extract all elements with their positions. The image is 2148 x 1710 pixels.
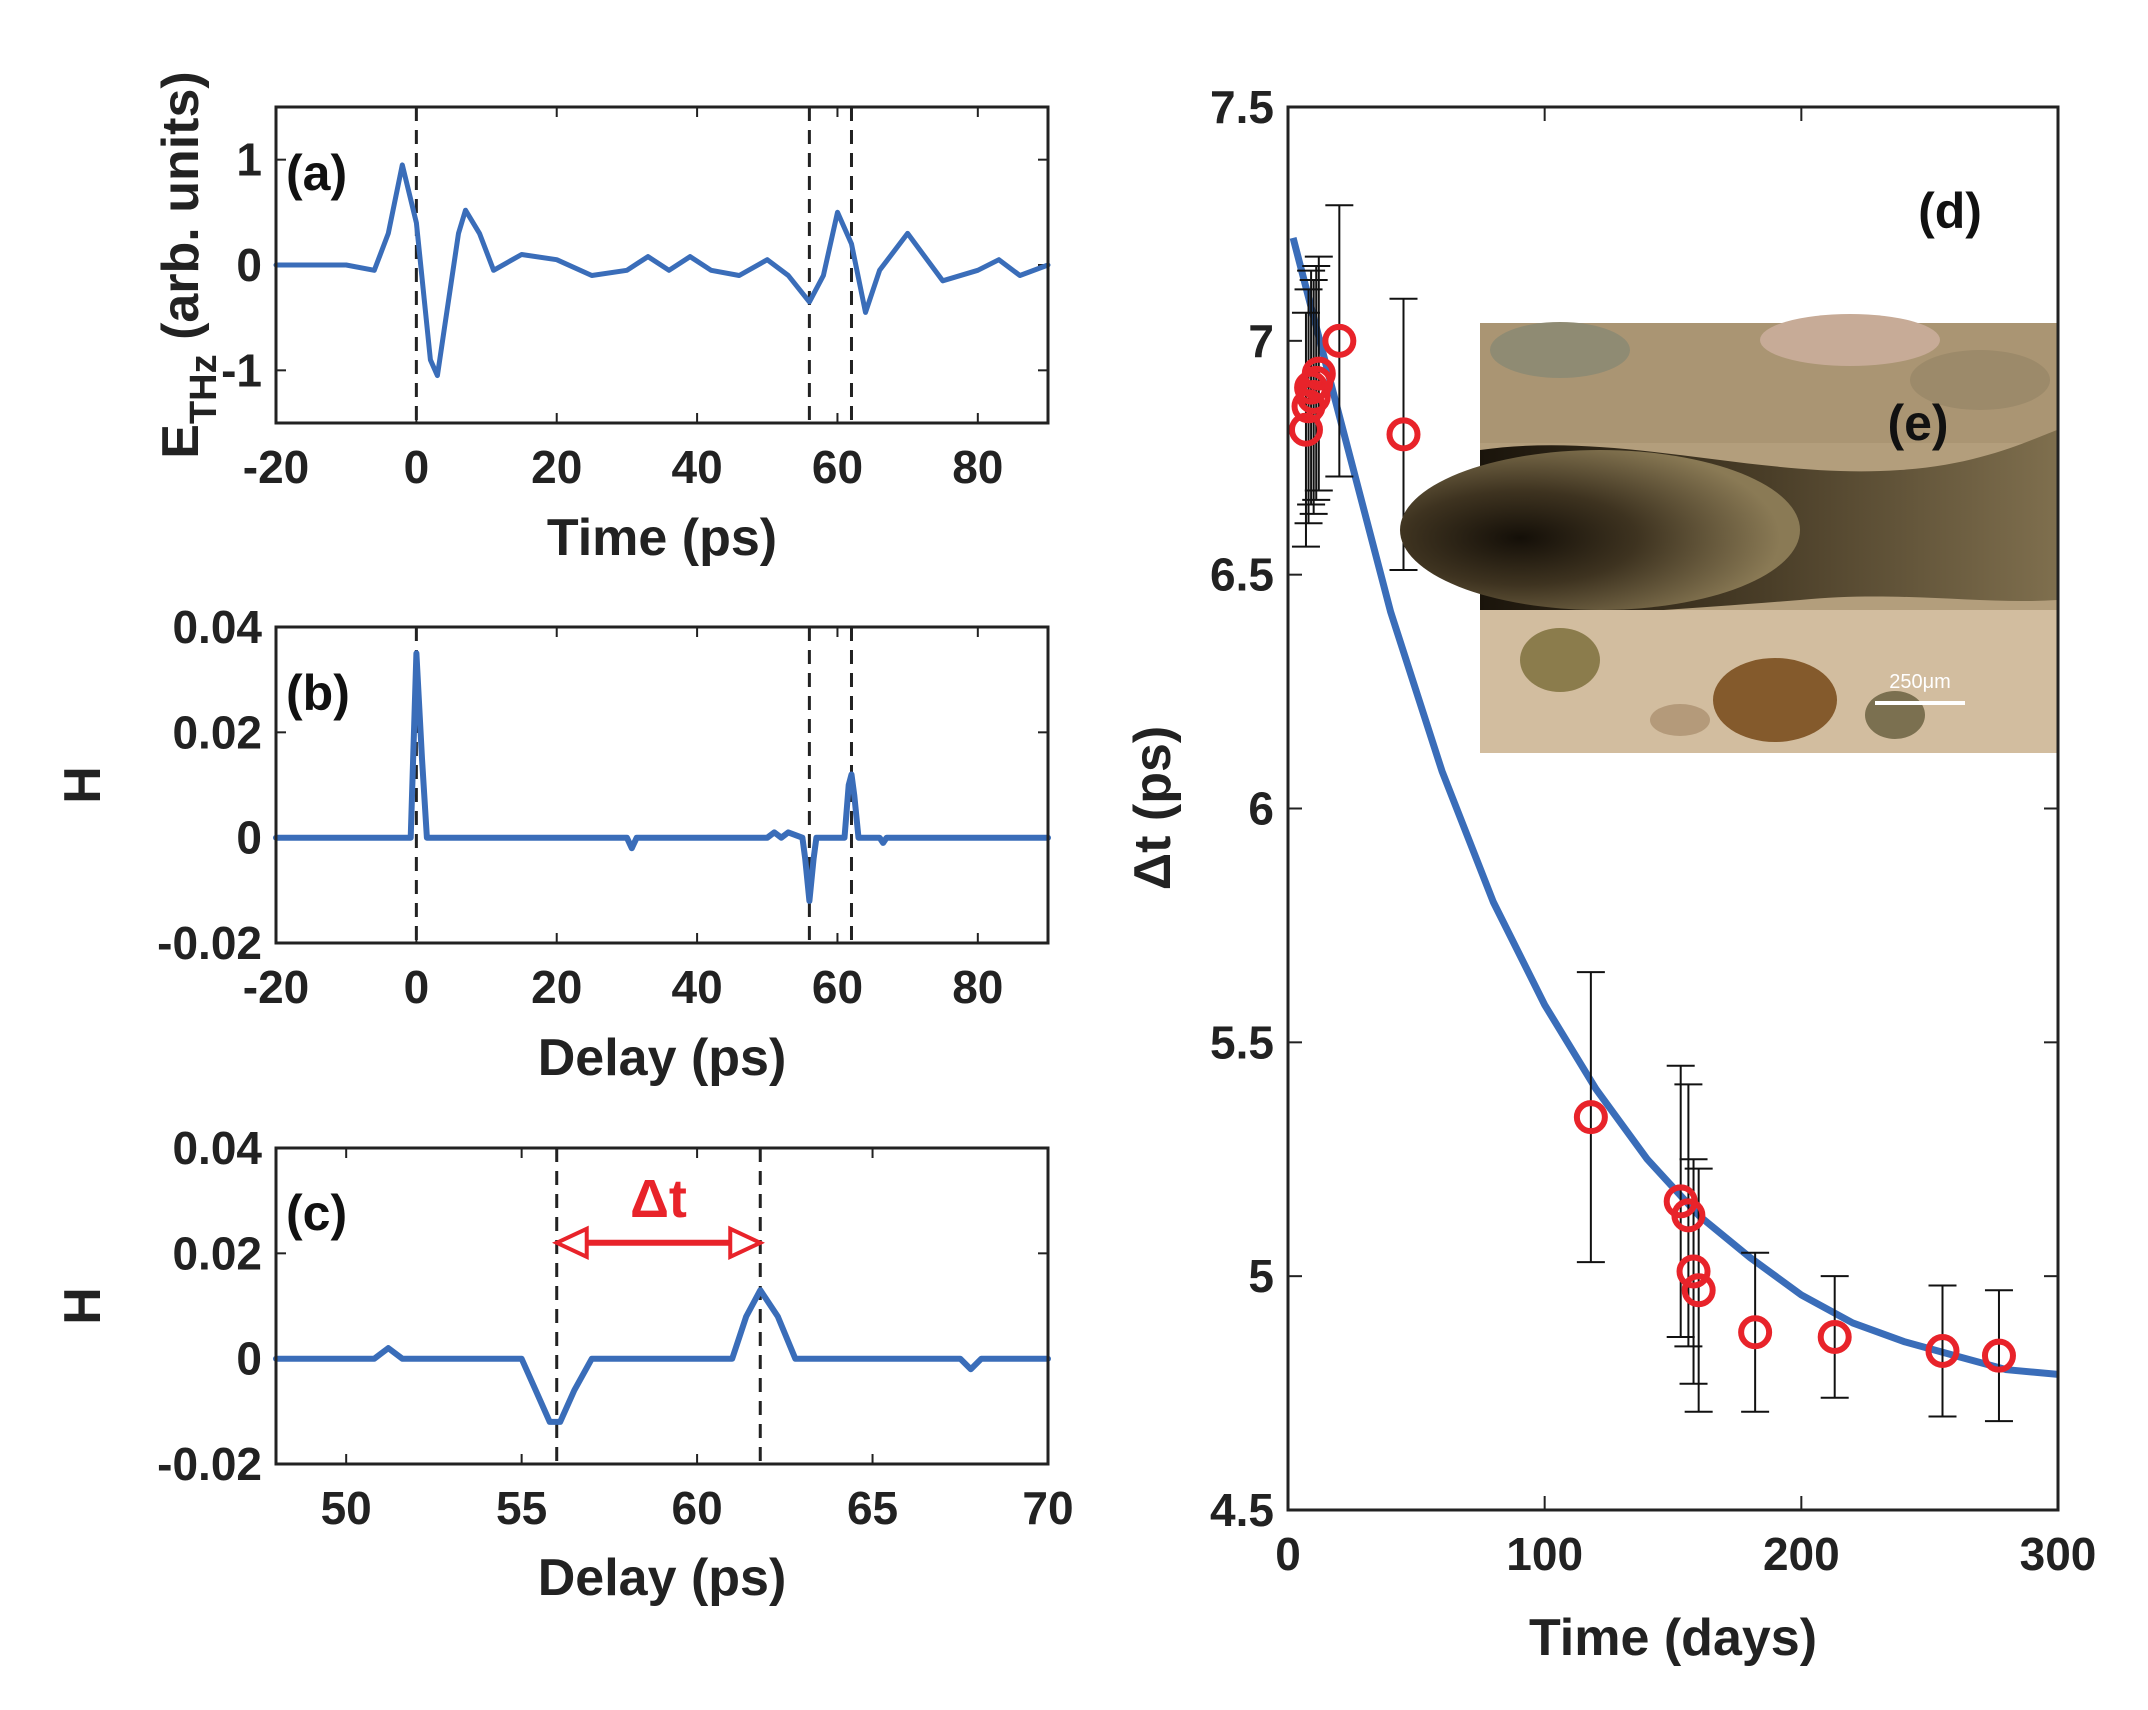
y-tick-label: 6 xyxy=(1248,783,1274,835)
inset-photo-grain xyxy=(1520,628,1600,692)
y-tick-label: 0 xyxy=(236,812,262,864)
x-tick-label: 300 xyxy=(2020,1528,2097,1580)
x-tick-label: 0 xyxy=(404,441,430,493)
inset-photo: 250μm (e) xyxy=(1400,314,2057,753)
data-point xyxy=(1288,412,1323,447)
y-tick-label: 0.02 xyxy=(172,706,262,758)
panel-a-label: (a) xyxy=(286,145,347,201)
inset-photo-grain xyxy=(1650,704,1710,736)
y-tick-label: 6.5 xyxy=(1210,549,1274,601)
y-tick-label: 7.5 xyxy=(1210,81,1274,133)
y-tick-label: 0.04 xyxy=(172,1122,262,1174)
delta-t-arrow-head-left xyxy=(551,1225,589,1260)
x-tick-label: 50 xyxy=(321,1482,372,1534)
panel-b: -20 0 20 40 60 80 -0.02 0 0.02 0.04 (b) Delay (ps… xyxy=(54,601,1051,1087)
panel-c-ylabel: H xyxy=(54,1287,112,1325)
data-point xyxy=(1573,1100,1608,1135)
x-tick-label: 20 xyxy=(531,441,582,493)
panel-b-label: (b) xyxy=(286,665,350,721)
y-tick-label: -0.02 xyxy=(157,1438,262,1490)
data-point xyxy=(1322,323,1357,358)
panel-d-label: (d) xyxy=(1918,183,1982,239)
panel-c-label: (c) xyxy=(286,1185,347,1241)
y-tick-label: 5 xyxy=(1248,1250,1274,1302)
y-tick-label: -0.02 xyxy=(157,917,262,969)
series-line xyxy=(273,650,1051,904)
y-tick-label: 0.02 xyxy=(172,1227,262,1279)
panel-c-xlabel: Delay (ps) xyxy=(538,1549,787,1607)
y-tick-label: -1 xyxy=(221,344,262,396)
x-tick-label: 20 xyxy=(531,961,582,1013)
y-tick-label: 5.5 xyxy=(1210,1016,1274,1068)
x-tick-label: 200 xyxy=(1763,1528,1840,1580)
data-point xyxy=(1671,1198,1706,1233)
panel-a-ylabel: ETHz (arb. units) xyxy=(152,71,225,458)
panel-c-frame xyxy=(274,1146,1050,1466)
inset-photo-stone xyxy=(1490,322,1630,378)
panel-d-xlabel: Time (days) xyxy=(1529,1609,1817,1667)
y-tick-label: 0.04 xyxy=(172,601,262,653)
data-point xyxy=(1296,379,1331,414)
x-tick-label: 60 xyxy=(812,441,863,493)
inset-scalebar-label: 250μm xyxy=(1889,671,1951,693)
panel-c: 50 55 60 65 70 -0.02 0 0.02 0.04 Δt (c) Delay (ps… xyxy=(54,1122,1074,1607)
x-tick-label: 65 xyxy=(847,1482,898,1534)
series-line xyxy=(273,1287,1051,1425)
panel-b-frame xyxy=(274,625,1050,945)
inset-photo-stone xyxy=(1760,314,1940,366)
panel-a-xlabel: Time (ps) xyxy=(547,509,777,567)
x-tick-label: 0 xyxy=(1275,1528,1301,1580)
y-tick-label: 1 xyxy=(236,134,262,186)
x-tick-label: -20 xyxy=(243,961,309,1013)
panel-a-frame xyxy=(274,105,1050,425)
inset-photo-grain xyxy=(1713,658,1837,742)
x-tick-label: 0 xyxy=(404,961,430,1013)
x-tick-label: 55 xyxy=(496,1482,547,1534)
delta-t-arrow-head-right xyxy=(728,1225,765,1260)
x-tick-label: -20 xyxy=(243,441,309,493)
x-tick-label: 60 xyxy=(812,961,863,1013)
x-tick-label: 70 xyxy=(1022,1482,1073,1534)
x-tick-label: 40 xyxy=(672,441,723,493)
panel-b-xlabel: Delay (ps) xyxy=(538,1029,787,1087)
y-tick-label: 7 xyxy=(1248,315,1274,367)
y-tick-label: 4.5 xyxy=(1210,1484,1274,1536)
data-point xyxy=(1676,1254,1711,1289)
data-point xyxy=(1386,417,1421,452)
delta-t-annotation-label: Δt xyxy=(630,1169,687,1229)
data-point xyxy=(1301,356,1336,391)
series-line xyxy=(273,162,1051,379)
x-tick-label: 100 xyxy=(1506,1528,1583,1580)
inset-photo-stone xyxy=(1910,350,2050,410)
data-point xyxy=(1981,1338,2016,1373)
y-tick-label: 0 xyxy=(236,1333,262,1385)
panel-b-ylabel: H xyxy=(54,766,112,804)
inset-photo-dark-void xyxy=(1400,450,1800,610)
panel-a: -20 0 20 40 60 80 -1 0 1 (a) Time (ps) ETHz (arb… xyxy=(152,71,1051,567)
data-point xyxy=(1738,1315,1773,1350)
x-tick-label: 40 xyxy=(672,961,723,1013)
inset-label: (e) xyxy=(1887,395,1948,451)
data-point xyxy=(1681,1273,1716,1308)
inset-photo-grain xyxy=(1865,691,1925,739)
data-point xyxy=(1817,1319,1852,1354)
y-tick-label: 0 xyxy=(236,239,262,291)
x-tick-label: 60 xyxy=(672,1482,723,1534)
x-tick-label: 80 xyxy=(952,961,1003,1013)
data-point xyxy=(1925,1333,1960,1368)
panel-d-ylabel: Δt (ps) xyxy=(1124,726,1182,890)
x-tick-label: 80 xyxy=(952,441,1003,493)
panel-d-frame xyxy=(1286,105,2060,1512)
